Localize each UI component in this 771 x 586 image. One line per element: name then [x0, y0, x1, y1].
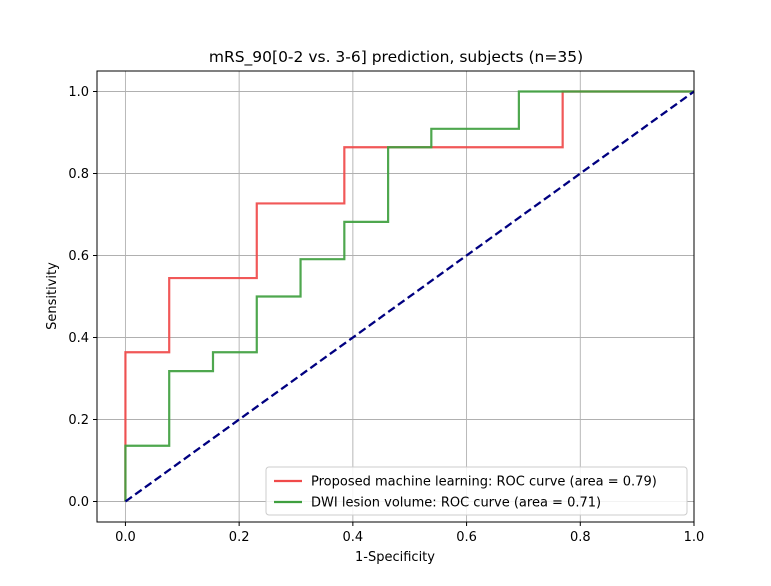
dwi-lesion-roc-line — [124, 90, 694, 502]
x-tick-label: 0.6 — [456, 530, 477, 545]
legend-label: Proposed machine learning: ROC curve (ar… — [311, 475, 657, 490]
chart-title: mRS_90[0-2 vs. 3-6] prediction, subjects… — [209, 48, 583, 67]
y-tick-label: 0.4 — [68, 331, 89, 346]
x-tick-label: 0.2 — [229, 530, 250, 545]
y-tick-label: 0.8 — [68, 167, 89, 182]
x-tick-label: 1.0 — [684, 530, 705, 545]
y-tick-label: 1.0 — [68, 85, 89, 100]
x-tick-label: 0.4 — [343, 530, 364, 545]
legend-box — [265, 466, 688, 516]
x-axis-label: 1-Specificity — [355, 550, 435, 565]
legend: Proposed machine learning: ROC curve (ar… — [265, 466, 688, 516]
axes-frame — [96, 70, 695, 523]
proposed-ml-roc-line — [124, 90, 694, 502]
grid-lines — [97, 71, 695, 522]
chance-diagonal-line — [124, 90, 695, 503]
x-tick-label: 0.0 — [115, 530, 136, 545]
y-axis-label: Sensitivity — [45, 262, 60, 330]
y-tick-label: 0.2 — [68, 413, 89, 428]
y-tick-label: 0.6 — [68, 249, 89, 264]
y-tick-label: 0.0 — [68, 495, 89, 510]
x-tick-label: 0.8 — [570, 530, 591, 545]
axis-ticks: 0.0 0.2 0.4 0.6 0.8 1.0 0.0 0.2 0.4 0.6 0.8 1.0 — [68, 85, 704, 545]
legend-label: DWI lesion volume: ROC curve (area = 0.7… — [311, 496, 601, 511]
plot-area — [124, 90, 695, 503]
